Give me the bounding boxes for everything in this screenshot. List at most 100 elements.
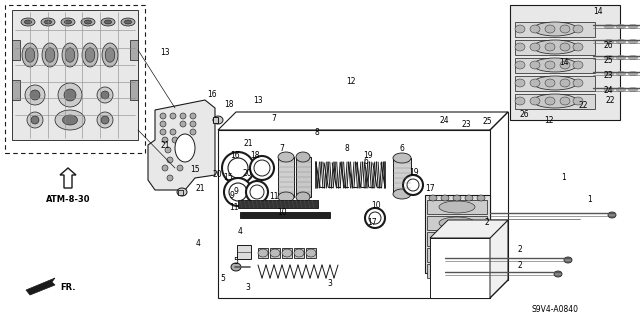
Ellipse shape (515, 79, 525, 87)
Bar (12, 10, 138, 140)
Ellipse shape (224, 178, 252, 206)
Ellipse shape (25, 48, 35, 62)
Ellipse shape (545, 97, 555, 105)
Bar (12, 40, 20, 60)
Ellipse shape (84, 20, 92, 24)
Ellipse shape (545, 61, 555, 69)
Bar (515, 40, 595, 55)
Ellipse shape (85, 48, 95, 62)
Ellipse shape (453, 195, 461, 201)
Ellipse shape (101, 18, 115, 26)
Ellipse shape (222, 152, 254, 184)
Polygon shape (490, 220, 508, 298)
Text: 2: 2 (484, 218, 489, 227)
Ellipse shape (24, 20, 31, 24)
Ellipse shape (175, 134, 195, 162)
Ellipse shape (167, 157, 173, 163)
Bar (5, 5, 145, 153)
Ellipse shape (616, 87, 626, 92)
Bar (294, 248, 304, 258)
Bar (278, 157, 294, 197)
Ellipse shape (162, 165, 168, 171)
Ellipse shape (294, 249, 304, 257)
Ellipse shape (25, 85, 45, 105)
Text: 23: 23 (461, 120, 471, 129)
Ellipse shape (105, 48, 115, 62)
Ellipse shape (45, 20, 51, 24)
Ellipse shape (258, 249, 268, 257)
Text: 20: 20 (242, 169, 252, 178)
Ellipse shape (530, 61, 540, 69)
Ellipse shape (530, 43, 540, 51)
Ellipse shape (560, 97, 570, 105)
Bar (282, 248, 292, 258)
Bar (296, 157, 311, 197)
Bar (130, 40, 138, 60)
Ellipse shape (533, 40, 577, 54)
Ellipse shape (554, 271, 562, 277)
Text: 9: 9 (230, 190, 234, 199)
Bar (12, 80, 20, 100)
Ellipse shape (160, 129, 166, 135)
Text: 4: 4 (237, 228, 243, 236)
Text: S9V4-A0840: S9V4-A0840 (531, 306, 579, 315)
Ellipse shape (170, 113, 176, 119)
Text: 19: 19 (409, 167, 419, 177)
Ellipse shape (65, 48, 75, 62)
Ellipse shape (573, 43, 583, 51)
Ellipse shape (439, 249, 475, 261)
Ellipse shape (278, 192, 294, 202)
Bar (258, 248, 268, 258)
Text: 21: 21 (195, 183, 205, 193)
Ellipse shape (616, 55, 626, 60)
Ellipse shape (162, 137, 168, 143)
Bar (427, 264, 487, 278)
Ellipse shape (180, 113, 186, 119)
Ellipse shape (560, 25, 570, 33)
Ellipse shape (573, 25, 583, 33)
Ellipse shape (65, 20, 72, 24)
Ellipse shape (31, 116, 39, 124)
Text: 17: 17 (367, 218, 378, 227)
Text: 2: 2 (518, 260, 522, 269)
Text: FR.: FR. (60, 283, 76, 292)
Ellipse shape (125, 20, 131, 24)
Text: 17: 17 (425, 183, 435, 193)
Ellipse shape (616, 25, 626, 28)
Ellipse shape (439, 201, 475, 213)
Ellipse shape (101, 116, 109, 124)
Bar (240, 212, 330, 218)
Ellipse shape (439, 217, 475, 229)
Bar (515, 58, 595, 73)
Bar (510, 5, 620, 120)
Ellipse shape (560, 43, 570, 51)
Ellipse shape (530, 25, 540, 33)
Bar (306, 248, 316, 258)
Text: 22: 22 (579, 101, 588, 110)
Ellipse shape (41, 18, 55, 26)
Ellipse shape (533, 58, 577, 72)
Text: 8: 8 (314, 128, 319, 137)
Ellipse shape (573, 79, 583, 87)
Text: 2: 2 (518, 245, 522, 254)
Ellipse shape (101, 91, 109, 99)
Text: 25: 25 (603, 55, 613, 65)
Ellipse shape (22, 43, 38, 67)
Bar (427, 200, 487, 214)
Ellipse shape (81, 18, 95, 26)
Text: 10: 10 (276, 208, 287, 217)
Text: 18: 18 (250, 150, 260, 159)
Text: 16: 16 (230, 150, 240, 159)
Ellipse shape (604, 55, 614, 60)
Ellipse shape (27, 112, 43, 128)
Ellipse shape (530, 79, 540, 87)
Bar (237, 245, 251, 259)
Ellipse shape (190, 113, 196, 119)
Text: 6: 6 (399, 143, 404, 153)
Ellipse shape (515, 43, 525, 51)
Bar (427, 248, 487, 262)
Text: 24: 24 (440, 116, 450, 124)
Ellipse shape (616, 39, 626, 44)
Text: 7: 7 (280, 143, 284, 153)
Bar (515, 22, 595, 37)
